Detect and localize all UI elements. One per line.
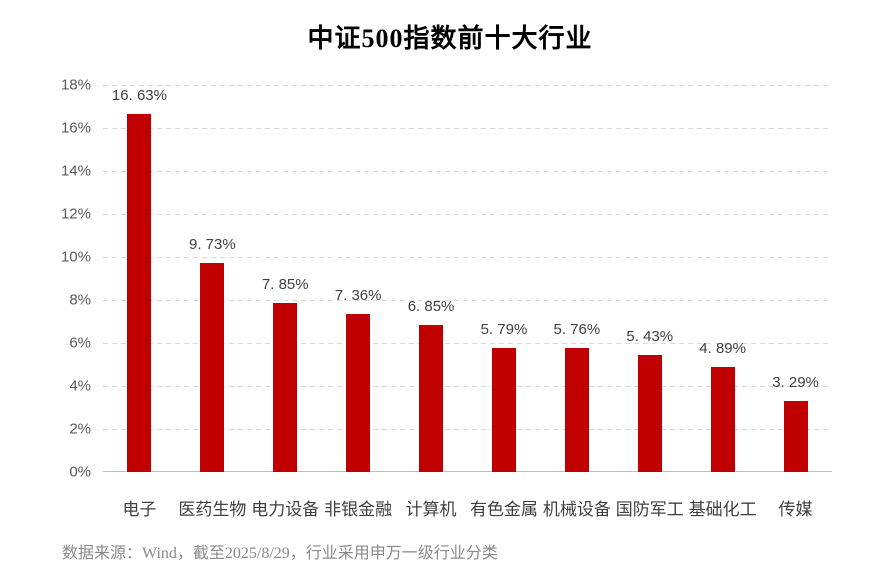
x-axis-category-label: 计算机 (405, 500, 457, 519)
y-axis-tick-label: 18% (60, 76, 91, 94)
y-axis-tick-label: 2% (69, 420, 91, 438)
y-axis-tick-label: 0% (69, 463, 91, 481)
bar (273, 303, 298, 472)
gridline (103, 385, 832, 387)
x-axis-category-label: 医药生物 (178, 500, 247, 519)
plot-area: 0% 2% 4% 6% 8% 10% 12% 14% 16% 18% 16. 63% 电子 9. 73%… (61, 77, 832, 519)
x-axis-category-label: 基础化工 (688, 500, 757, 519)
bar (637, 355, 662, 472)
bar-value-label: 5. 43% (626, 328, 674, 346)
bar (710, 366, 735, 472)
gridline (103, 342, 832, 344)
bar-value-label: 4. 89% (699, 339, 746, 357)
bar-value-label: 5. 79% (480, 320, 528, 338)
x-axis-category-label: 国防军工 (615, 500, 684, 519)
bar (564, 348, 589, 472)
source-note: 数据来源：Wind，截至2025/8/29，行业采用申万一级行业分类 (62, 545, 498, 562)
y-axis-tick-label: 6% (69, 334, 91, 352)
y-axis-tick-label: 16% (60, 119, 91, 137)
x-axis-category-label: 电子 (122, 500, 157, 519)
bar (127, 114, 152, 472)
chart-title: 中证500指数前十大行业 (307, 24, 593, 53)
gridline (103, 428, 832, 430)
bar (491, 347, 516, 472)
bar (419, 324, 444, 472)
x-axis-category-label: 传媒 (778, 500, 813, 519)
bar (346, 313, 371, 472)
bar (783, 401, 808, 472)
gridline (103, 213, 832, 215)
y-axis-tick-label: 4% (69, 377, 91, 395)
gridline (103, 84, 832, 86)
bar-value-label: 3. 29% (772, 374, 819, 392)
bar-value-label: 16. 63% (111, 87, 167, 105)
bar-value-label: 9. 73% (188, 235, 236, 253)
x-axis-category-label: 非银金融 (324, 500, 393, 519)
gridline (103, 299, 832, 301)
bar-value-label: 6. 85% (407, 297, 455, 315)
y-axis-tick-label: 8% (69, 291, 91, 309)
bar-value-label: 7. 36% (334, 286, 382, 304)
bar-value-label: 7. 85% (261, 276, 309, 294)
x-axis-category-label: 有色金属 (469, 500, 538, 519)
gridline (103, 256, 832, 258)
x-axis-line (103, 471, 832, 472)
bar-value-label: 5. 76% (553, 321, 601, 339)
x-axis-category-label: 电力设备 (251, 500, 320, 519)
gridline (103, 127, 832, 129)
y-axis-tick-label: 10% (60, 248, 91, 266)
x-axis-category-label: 机械设备 (542, 500, 611, 519)
y-axis-tick-label: 14% (60, 162, 91, 180)
gridline (103, 170, 832, 172)
bar (200, 262, 225, 472)
y-axis-tick-label: 12% (60, 205, 91, 223)
